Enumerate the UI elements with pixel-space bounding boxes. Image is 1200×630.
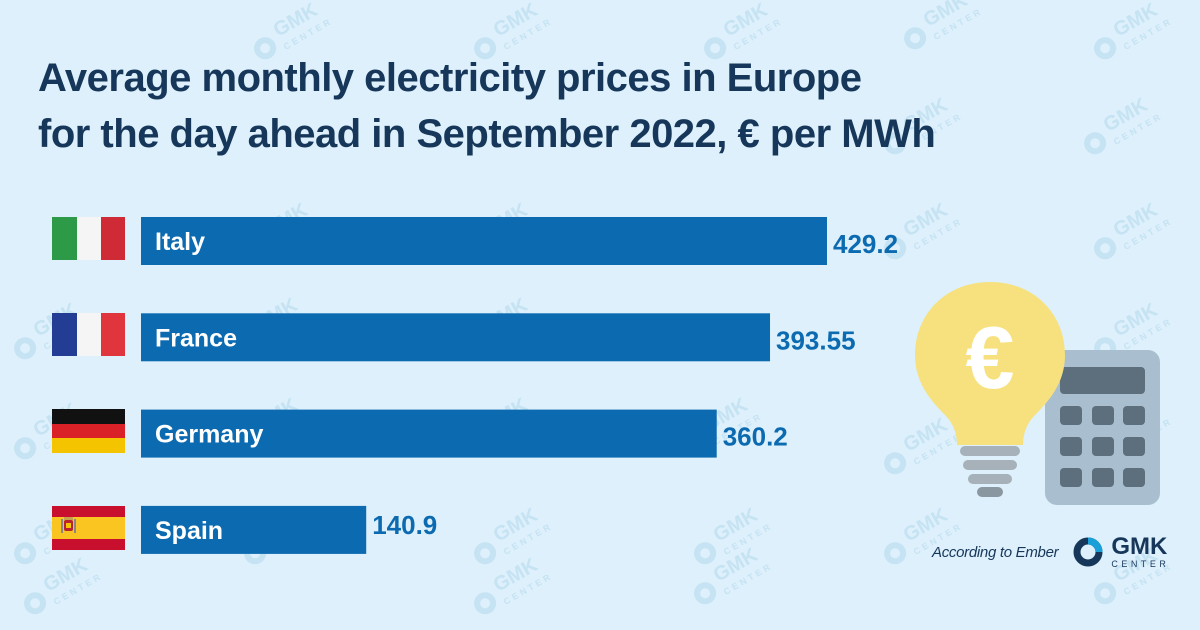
- illustration: €: [915, 282, 1160, 505]
- source-text: According to Ember: [932, 543, 1059, 561]
- gmk-logo-icon: [1073, 537, 1103, 567]
- bar-france: [141, 313, 771, 362]
- france-flag-icon: [52, 313, 125, 356]
- spain-coat-of-arms-icon: [61, 517, 76, 533]
- value-label-france: 393.55: [776, 325, 856, 355]
- bar-label-france: France: [155, 324, 237, 352]
- bar-germany: [141, 409, 717, 458]
- italy-flag-icon: [52, 217, 125, 260]
- calculator-icon: [1045, 350, 1160, 505]
- bar-label-germany: Germany: [155, 421, 263, 449]
- value-label-spain: 140.9: [372, 510, 437, 540]
- lightbulb-icon: €: [915, 282, 1065, 497]
- source-footer: According to Ember GMK CENTER: [932, 535, 1169, 569]
- bar-label-spain: Spain: [155, 517, 223, 545]
- value-label-italy: 429.2: [833, 229, 898, 259]
- brand-logo: GMK CENTER: [1072, 535, 1169, 569]
- page-title: Average monthly electricity prices in Eu…: [38, 50, 1038, 162]
- bar-label-italy: Italy: [155, 228, 205, 256]
- title-line-1: Average monthly electricity prices in Eu…: [38, 56, 862, 100]
- title-line-2: for the day ahead in September 2022, € p…: [38, 112, 936, 156]
- euro-symbol: €: [966, 308, 1015, 407]
- germany-flag-icon: [52, 409, 125, 453]
- brand-subtitle: CENTER: [1111, 559, 1170, 569]
- bar-italy: [141, 217, 827, 265]
- bars-group: Italy 429.2 France 393.55 Germany 360.2 Spain 1…: [141, 217, 898, 554]
- brand-name: GMK: [1111, 533, 1168, 560]
- spain-flag-icon: [52, 506, 125, 550]
- flag-group: [52, 217, 125, 550]
- bar-spain: [141, 505, 367, 554]
- value-label-germany: 360.2: [723, 422, 788, 452]
